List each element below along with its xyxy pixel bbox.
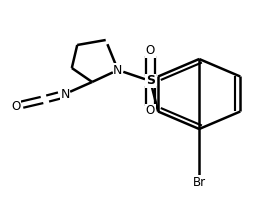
Text: O: O bbox=[146, 45, 155, 58]
Text: Br: Br bbox=[193, 176, 206, 188]
Text: S: S bbox=[146, 74, 155, 88]
Text: N: N bbox=[113, 64, 122, 76]
Text: N: N bbox=[60, 88, 70, 100]
Text: O: O bbox=[146, 104, 155, 117]
Text: O: O bbox=[12, 99, 21, 112]
